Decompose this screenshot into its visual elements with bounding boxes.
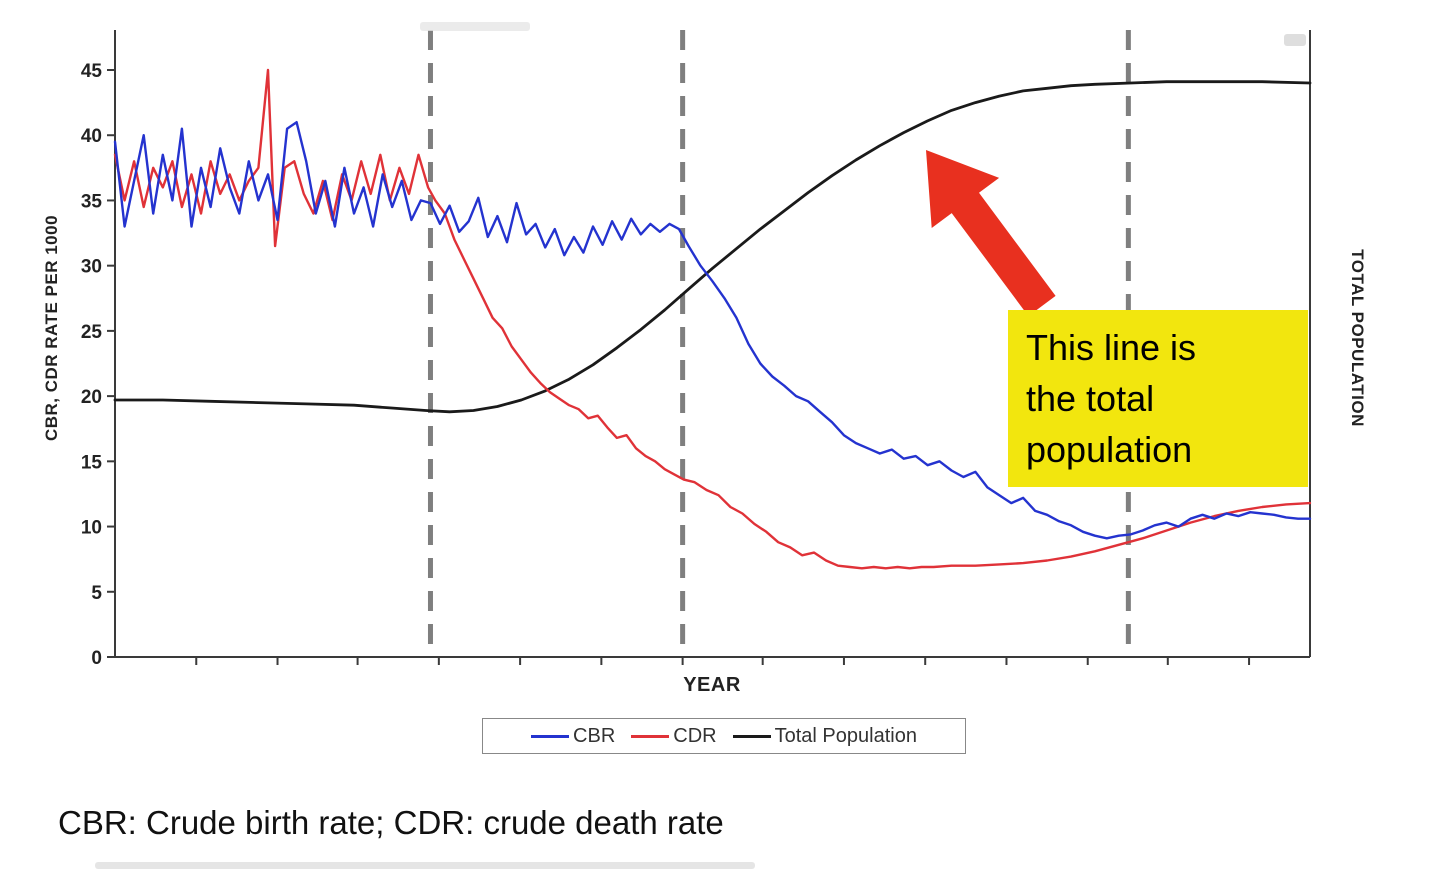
scan-artifact-top-right — [1284, 34, 1306, 46]
scan-artifact-top-center — [420, 22, 530, 31]
legend-label-cbr: CBR — [573, 724, 616, 747]
y-tick-label: 40 — [81, 126, 102, 147]
cdr-line-swatch — [631, 734, 670, 738]
scan-artifact-bottom — [95, 862, 755, 869]
total-population-line-swatch — [732, 734, 771, 738]
chart-svg: 0 5 10 15 20 25 30 35 40 45 — [81, 30, 1312, 669]
y-axis-label-left: CBR, CDR RATE PER 1000 — [42, 214, 61, 442]
callout-arrow — [926, 150, 1056, 317]
y-axis-label-right: TOTAL POPULATION — [1348, 249, 1367, 427]
legend-label-cdr: CDR — [673, 724, 717, 747]
total-population-line — [113, 80, 1312, 414]
legend: CBR CDR Total Population — [482, 718, 966, 754]
x-axis-label: YEAR — [683, 674, 741, 696]
y-tick-label: 25 — [81, 322, 103, 343]
legend-label-total-population: Total Population — [774, 724, 917, 747]
legend-item-cdr: CDR — [631, 724, 717, 748]
y-tick-label: 30 — [81, 257, 102, 278]
y-tick-label: 5 — [91, 583, 102, 604]
y-tick-label: 0 — [91, 648, 102, 669]
y-tick-label: 10 — [81, 518, 102, 539]
cbr-line-swatch — [531, 734, 570, 738]
y-tick-label: 35 — [81, 191, 103, 212]
caption-text: CBR: Crude birth rate; CDR: crude death … — [58, 804, 724, 841]
legend-item-total-population: Total Population — [732, 724, 917, 748]
cbr-line — [113, 120, 1312, 540]
y-tick-label: 45 — [81, 61, 103, 82]
y-tick-label: 20 — [81, 387, 102, 408]
legend-item-cbr: CBR — [531, 725, 615, 748]
cdr-line — [113, 68, 1312, 570]
y-tick-label: 15 — [81, 452, 103, 473]
annotation-callout: This line is the total population — [1008, 310, 1308, 488]
